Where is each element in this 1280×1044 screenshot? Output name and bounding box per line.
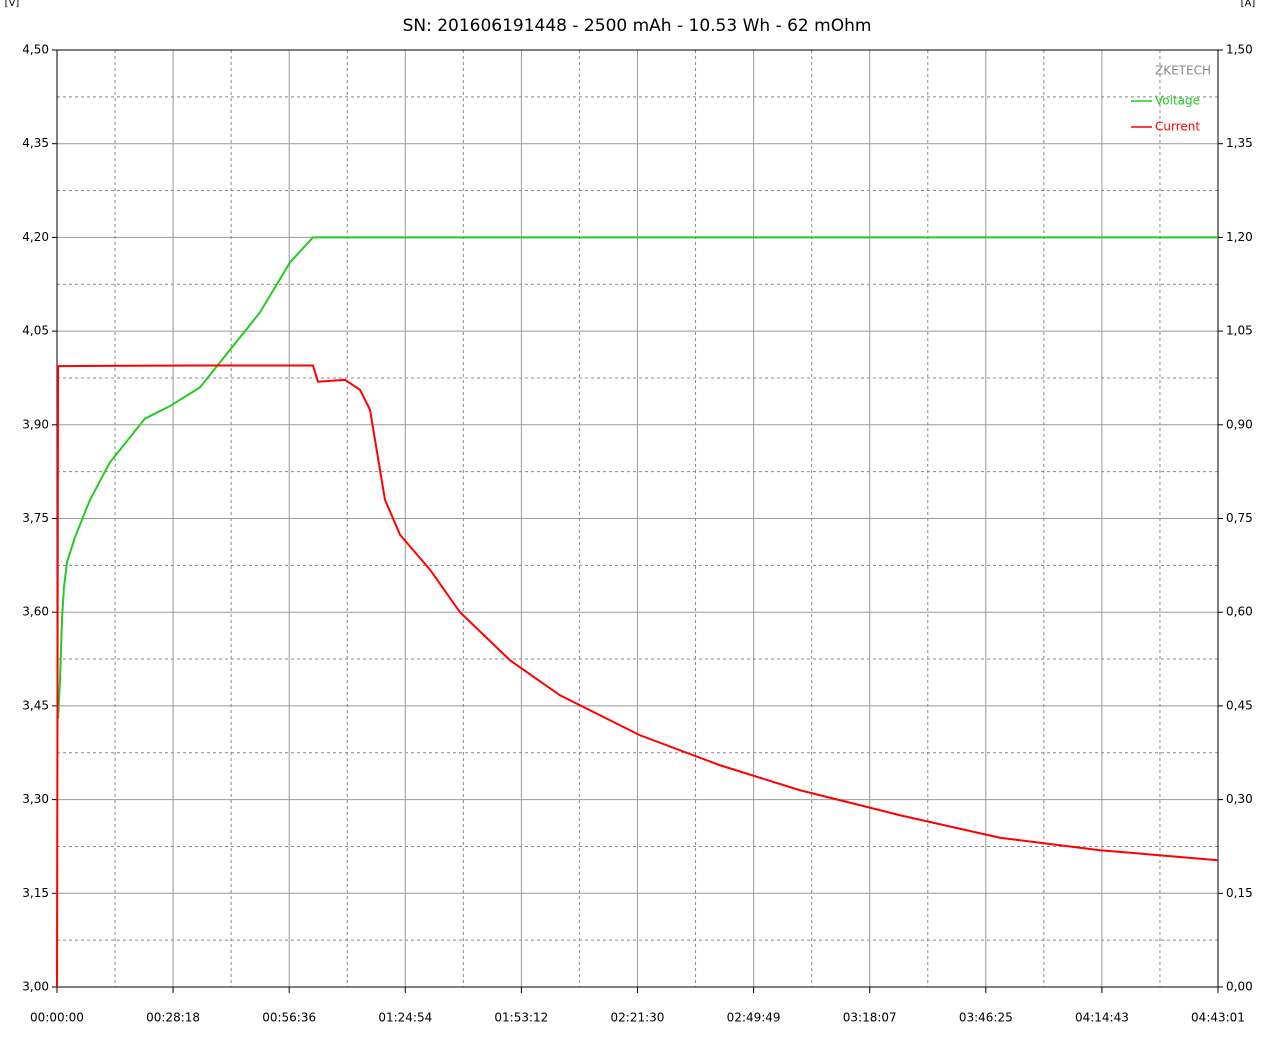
legend-label: Current (1155, 120, 1200, 134)
legend-label: Voltage (1155, 94, 1200, 108)
x-tick-label: 00:56:36 (262, 1011, 316, 1025)
y-tick-label: 3,60 (22, 605, 49, 619)
y-tick-label: 3,90 (22, 417, 49, 431)
y2-tick-label: 1,20 (1226, 230, 1253, 244)
y-tick-label: 4,20 (22, 230, 49, 244)
y-tick-label: 4,50 (22, 43, 49, 57)
x-tick-label: 04:14:43 (1075, 1011, 1129, 1025)
y-tick-label: 3,15 (22, 886, 49, 900)
y2-tick-label: 0,45 (1226, 698, 1253, 712)
series-line (57, 236, 1218, 719)
y2-tick-label: 0,30 (1226, 792, 1253, 806)
y-tick-label: 4,05 (22, 324, 49, 338)
x-tick-label: 03:46:25 (959, 1011, 1013, 1025)
x-tick-label: 02:49:49 (727, 1011, 781, 1025)
x-tick-label: 01:24:54 (378, 1011, 432, 1025)
y-tick-label: 3,45 (22, 698, 49, 712)
series-line (56, 364, 1219, 988)
y2-axis-label: [A] (1241, 0, 1256, 9)
y2-tick-label: 1,35 (1226, 136, 1253, 150)
x-tick-label: 04:43:01 (1191, 1011, 1245, 1025)
x-tick-label: 01:53:12 (494, 1011, 548, 1025)
y2-tick-label: 0,15 (1226, 886, 1253, 900)
y-tick-label: 3,75 (22, 511, 49, 525)
x-tick-label: 00:00:00 (30, 1011, 84, 1025)
y-tick-label: 4,35 (22, 136, 49, 150)
y2-tick-label: 0,60 (1226, 605, 1253, 619)
y-axis-label: [V] (5, 0, 20, 9)
chart-title: SN: 201606191448 - 2500 mAh - 10.53 Wh -… (403, 16, 872, 36)
y2-tick-label: 0,90 (1226, 417, 1253, 431)
y2-tick-label: 1,05 (1226, 324, 1253, 338)
x-tick-label: 00:28:18 (146, 1011, 200, 1025)
x-tick-label: 03:18:07 (843, 1011, 897, 1025)
y-tick-label: 3,00 (22, 980, 49, 994)
y-tick-label: 3,30 (22, 792, 49, 806)
y2-tick-label: 0,00 (1226, 980, 1253, 994)
y2-tick-label: 1,50 (1226, 43, 1253, 57)
watermark: ZKETECH (1155, 64, 1211, 78)
y2-tick-label: 0,75 (1226, 511, 1253, 525)
x-tick-label: 02:21:30 (611, 1011, 665, 1025)
